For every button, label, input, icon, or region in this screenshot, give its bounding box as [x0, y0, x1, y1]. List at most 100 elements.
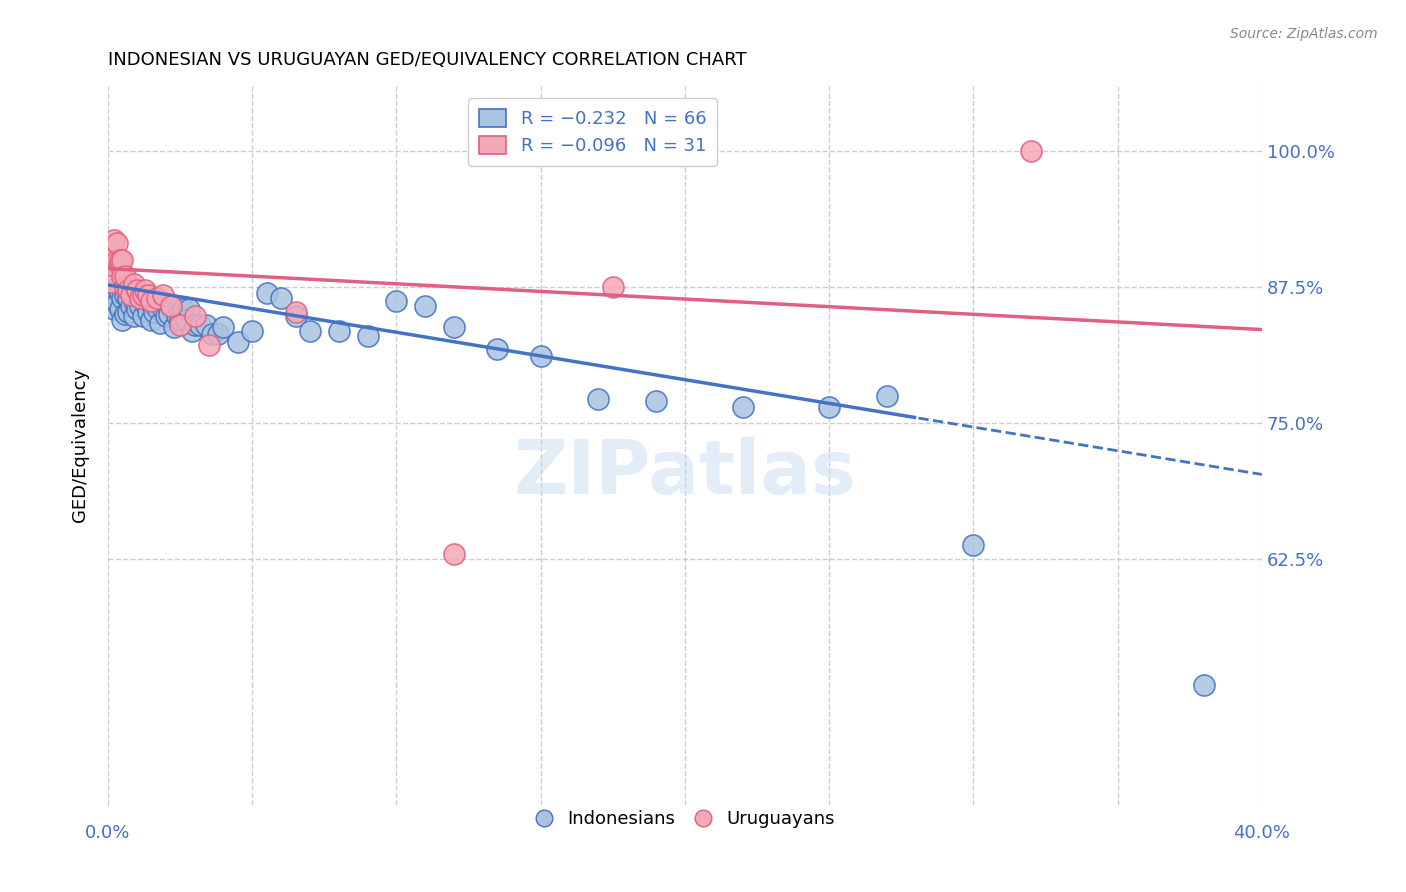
- Point: [1192, 678, 1215, 692]
- Point: [141, 312, 163, 326]
- Point: [128, 291, 150, 305]
- Point: [122, 294, 145, 309]
- Point: [143, 305, 166, 319]
- Point: [105, 280, 128, 294]
- Point: [195, 318, 218, 333]
- Point: [134, 296, 156, 310]
- Point: [731, 400, 754, 414]
- Point: [100, 258, 122, 272]
- Text: Source: ZipAtlas.com: Source: ZipAtlas.com: [1230, 27, 1378, 41]
- Point: [172, 301, 194, 316]
- Point: [962, 538, 984, 552]
- Point: [117, 305, 139, 319]
- Legend: Indonesians, Uruguayans: Indonesians, Uruguayans: [529, 803, 842, 835]
- Point: [226, 334, 249, 349]
- Point: [174, 312, 197, 326]
- Point: [141, 294, 163, 309]
- Point: [146, 301, 169, 315]
- Point: [240, 324, 263, 338]
- Point: [356, 329, 378, 343]
- Text: INDONESIAN VS URUGUAYAN GED/EQUIVALENCY CORRELATION CHART: INDONESIAN VS URUGUAYAN GED/EQUIVALENCY …: [108, 51, 747, 69]
- Point: [166, 310, 188, 324]
- Point: [149, 316, 172, 330]
- Point: [114, 287, 136, 301]
- Point: [284, 310, 307, 324]
- Point: [125, 283, 148, 297]
- Point: [100, 275, 122, 289]
- Point: [131, 310, 153, 324]
- Point: [443, 320, 465, 334]
- Point: [486, 342, 509, 356]
- Point: [270, 291, 292, 305]
- Point: [443, 547, 465, 561]
- Point: [385, 294, 408, 309]
- Point: [180, 324, 202, 338]
- Point: [114, 307, 136, 321]
- Point: [108, 301, 131, 316]
- Point: [138, 305, 160, 319]
- Point: [122, 277, 145, 291]
- Y-axis label: GED/Equivalency: GED/Equivalency: [72, 368, 89, 522]
- Point: [207, 326, 229, 341]
- Point: [256, 285, 278, 300]
- Point: [169, 312, 191, 326]
- Point: [111, 312, 134, 326]
- Point: [143, 291, 166, 305]
- Point: [155, 310, 177, 324]
- Point: [103, 301, 125, 316]
- Point: [138, 287, 160, 301]
- Point: [284, 305, 307, 319]
- Point: [125, 287, 148, 301]
- Point: [152, 287, 174, 301]
- Point: [183, 310, 205, 324]
- Point: [146, 291, 169, 305]
- Text: 40.0%: 40.0%: [1233, 824, 1291, 842]
- Point: [141, 296, 163, 310]
- Text: ZIPatlas: ZIPatlas: [513, 437, 856, 510]
- Point: [138, 287, 160, 301]
- Point: [188, 318, 211, 333]
- Point: [120, 287, 142, 301]
- Point: [201, 326, 224, 341]
- Point: [114, 280, 136, 294]
- Point: [588, 392, 610, 407]
- Point: [413, 299, 436, 313]
- Point: [120, 299, 142, 313]
- Point: [105, 236, 128, 251]
- Point: [103, 285, 125, 300]
- Point: [108, 258, 131, 272]
- Point: [183, 318, 205, 333]
- Point: [128, 299, 150, 313]
- Point: [169, 318, 191, 333]
- Point: [645, 394, 668, 409]
- Point: [105, 296, 128, 310]
- Point: [198, 338, 221, 352]
- Point: [117, 283, 139, 297]
- Point: [177, 301, 200, 316]
- Point: [818, 400, 841, 414]
- Point: [111, 269, 134, 284]
- Point: [163, 320, 186, 334]
- Point: [134, 283, 156, 297]
- Point: [602, 280, 624, 294]
- Point: [117, 291, 139, 305]
- Point: [122, 310, 145, 324]
- Point: [105, 252, 128, 267]
- Point: [131, 287, 153, 301]
- Point: [103, 247, 125, 261]
- Point: [111, 291, 134, 305]
- Point: [160, 299, 183, 313]
- Point: [530, 349, 553, 363]
- Point: [125, 301, 148, 316]
- Point: [212, 320, 235, 334]
- Point: [160, 299, 183, 313]
- Point: [111, 252, 134, 267]
- Point: [1019, 144, 1042, 158]
- Point: [876, 389, 898, 403]
- Point: [100, 285, 122, 300]
- Point: [157, 307, 180, 321]
- Point: [152, 301, 174, 316]
- Text: 0.0%: 0.0%: [86, 824, 131, 842]
- Point: [108, 252, 131, 267]
- Point: [103, 233, 125, 247]
